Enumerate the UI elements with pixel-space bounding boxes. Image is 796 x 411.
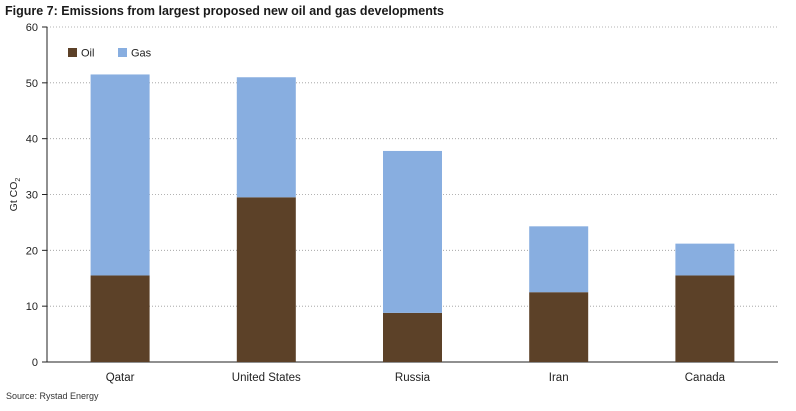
legend-label-oil: Oil: [81, 48, 94, 60]
bar-gas-iran: [529, 226, 589, 293]
y-tick-label: 60: [26, 22, 38, 34]
legend-swatch-gas: [118, 48, 127, 57]
legend-swatch-oil: [68, 48, 77, 57]
bar-gas-qatar: [90, 74, 150, 276]
x-tick-label: Russia: [395, 372, 431, 384]
bar-oil-iran: [529, 292, 589, 362]
bar-oil-united-states: [236, 197, 296, 362]
chart-title: Figure 7: Emissions from largest propose…: [5, 4, 444, 18]
y-tick-label: 40: [26, 134, 38, 146]
x-tick-label: Canada: [685, 372, 726, 384]
x-tick-label: Qatar: [106, 372, 135, 384]
legend-label-gas: Gas: [131, 48, 152, 60]
y-tick-label: 0: [32, 357, 38, 369]
y-tick-label: 10: [26, 301, 38, 313]
y-tick-label: 30: [26, 190, 38, 202]
source-note: Source: Rystad Energy: [6, 391, 99, 401]
bar-oil-qatar: [90, 275, 150, 362]
bar-oil-russia: [383, 312, 442, 362]
x-tick-label: United States: [232, 372, 301, 384]
y-tick-label: 50: [26, 78, 38, 90]
y-axis-title: Gt CO2: [8, 178, 22, 212]
bar-gas-united-states: [236, 77, 296, 198]
x-tick-label: Iran: [549, 372, 569, 384]
y-tick-label: 20: [26, 245, 38, 257]
bar-gas-russia: [383, 150, 442, 313]
bar-oil-canada: [675, 275, 735, 362]
bar-gas-canada: [675, 243, 735, 276]
